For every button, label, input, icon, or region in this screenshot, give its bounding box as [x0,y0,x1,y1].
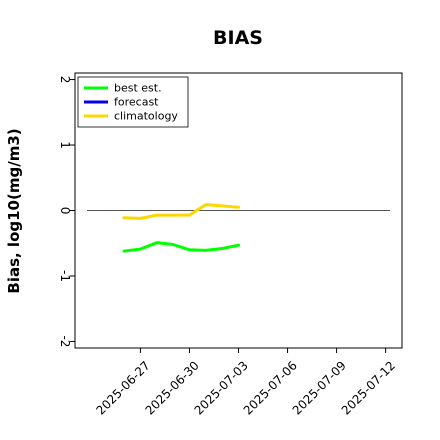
y-tick-label-2: 0 [58,207,72,215]
legend-label-1: forecast [114,96,159,109]
series-line-0 [122,241,240,253]
chart-title: BIAS [213,27,263,49]
series-line-2 [122,203,240,220]
y-tick-label-0: -2 [58,335,72,347]
y-tick-label-3: 1 [58,141,72,149]
legend-label-0: best est. [114,82,162,95]
y-axis-label: Bias, log10(mg/m3) [5,128,23,293]
y-tick-label-4: 2 [58,76,72,84]
legend-label-2: climatology [114,110,178,123]
y-tick-label-1: -1 [58,270,72,282]
